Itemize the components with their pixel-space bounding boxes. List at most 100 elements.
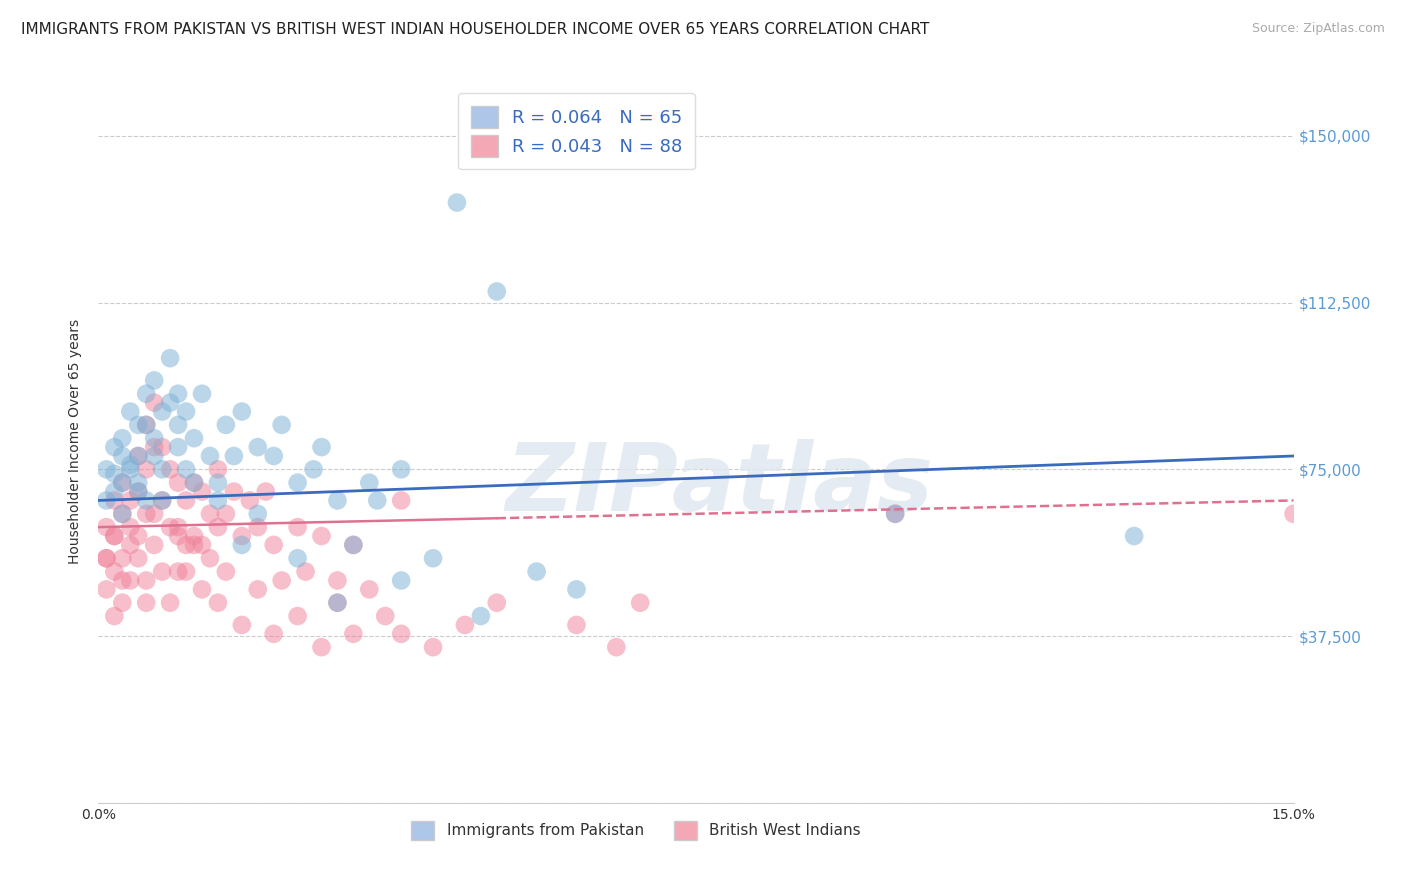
Point <box>120 538 142 552</box>
Point <box>222 449 245 463</box>
Point <box>254 484 277 499</box>
Point <box>326 493 349 508</box>
Point <box>389 462 412 476</box>
Point <box>565 618 588 632</box>
Point <box>167 529 190 543</box>
Point <box>103 493 125 508</box>
Point <box>103 529 125 543</box>
Point <box>263 538 285 552</box>
Point <box>198 507 221 521</box>
Point <box>311 640 333 655</box>
Point <box>159 462 181 476</box>
Point <box>215 507 238 521</box>
Point <box>103 565 125 579</box>
Point <box>215 417 238 432</box>
Point <box>359 475 381 490</box>
Point <box>143 440 166 454</box>
Point <box>111 475 134 490</box>
Point <box>127 551 149 566</box>
Point <box>207 493 229 508</box>
Point <box>143 538 166 552</box>
Point <box>111 449 134 463</box>
Point <box>111 596 134 610</box>
Point <box>143 431 166 445</box>
Point <box>150 440 173 454</box>
Point <box>191 538 214 552</box>
Point <box>263 627 285 641</box>
Point <box>143 373 166 387</box>
Point <box>287 551 309 566</box>
Point <box>470 609 492 624</box>
Point <box>215 565 238 579</box>
Point <box>167 475 190 490</box>
Point <box>127 475 149 490</box>
Point <box>326 596 349 610</box>
Point <box>127 417 149 432</box>
Point <box>359 582 381 597</box>
Point <box>302 462 325 476</box>
Point <box>111 475 134 490</box>
Point <box>174 493 197 508</box>
Point <box>389 627 412 641</box>
Point <box>270 417 292 432</box>
Point <box>246 507 269 521</box>
Point <box>198 449 221 463</box>
Point <box>342 538 364 552</box>
Point <box>628 596 651 610</box>
Point <box>231 404 253 418</box>
Point <box>485 285 508 299</box>
Point <box>120 404 142 418</box>
Point <box>287 609 309 624</box>
Point <box>287 520 309 534</box>
Point <box>143 395 166 409</box>
Point <box>120 520 142 534</box>
Point <box>150 565 173 579</box>
Point <box>389 574 412 588</box>
Text: IMMIGRANTS FROM PAKISTAN VS BRITISH WEST INDIAN HOUSEHOLDER INCOME OVER 65 YEARS: IMMIGRANTS FROM PAKISTAN VS BRITISH WEST… <box>21 22 929 37</box>
Point <box>150 404 173 418</box>
Point <box>222 484 245 499</box>
Point <box>884 507 907 521</box>
Text: Source: ZipAtlas.com: Source: ZipAtlas.com <box>1251 22 1385 36</box>
Point <box>174 565 197 579</box>
Point <box>366 493 388 508</box>
Point <box>485 596 508 610</box>
Point <box>526 565 548 579</box>
Point <box>326 574 349 588</box>
Point <box>111 507 134 521</box>
Point <box>167 417 190 432</box>
Point <box>311 440 333 454</box>
Point <box>159 520 181 534</box>
Point <box>207 596 229 610</box>
Point <box>111 551 134 566</box>
Point <box>191 386 214 401</box>
Point <box>231 529 253 543</box>
Point <box>183 529 205 543</box>
Point <box>103 609 125 624</box>
Point <box>326 596 349 610</box>
Point <box>159 351 181 366</box>
Point <box>174 538 197 552</box>
Point <box>167 520 190 534</box>
Point <box>342 538 364 552</box>
Point <box>311 529 333 543</box>
Point <box>120 493 142 508</box>
Point <box>183 475 205 490</box>
Point <box>135 417 157 432</box>
Point <box>96 551 118 566</box>
Point <box>159 596 181 610</box>
Point <box>96 551 118 566</box>
Point <box>231 538 253 552</box>
Point <box>96 493 118 508</box>
Point <box>135 417 157 432</box>
Point <box>287 475 309 490</box>
Point <box>198 551 221 566</box>
Point <box>374 609 396 624</box>
Point <box>246 440 269 454</box>
Point <box>103 467 125 481</box>
Point <box>270 574 292 588</box>
Point <box>111 507 134 521</box>
Point <box>1123 529 1146 543</box>
Point <box>294 565 316 579</box>
Point <box>167 440 190 454</box>
